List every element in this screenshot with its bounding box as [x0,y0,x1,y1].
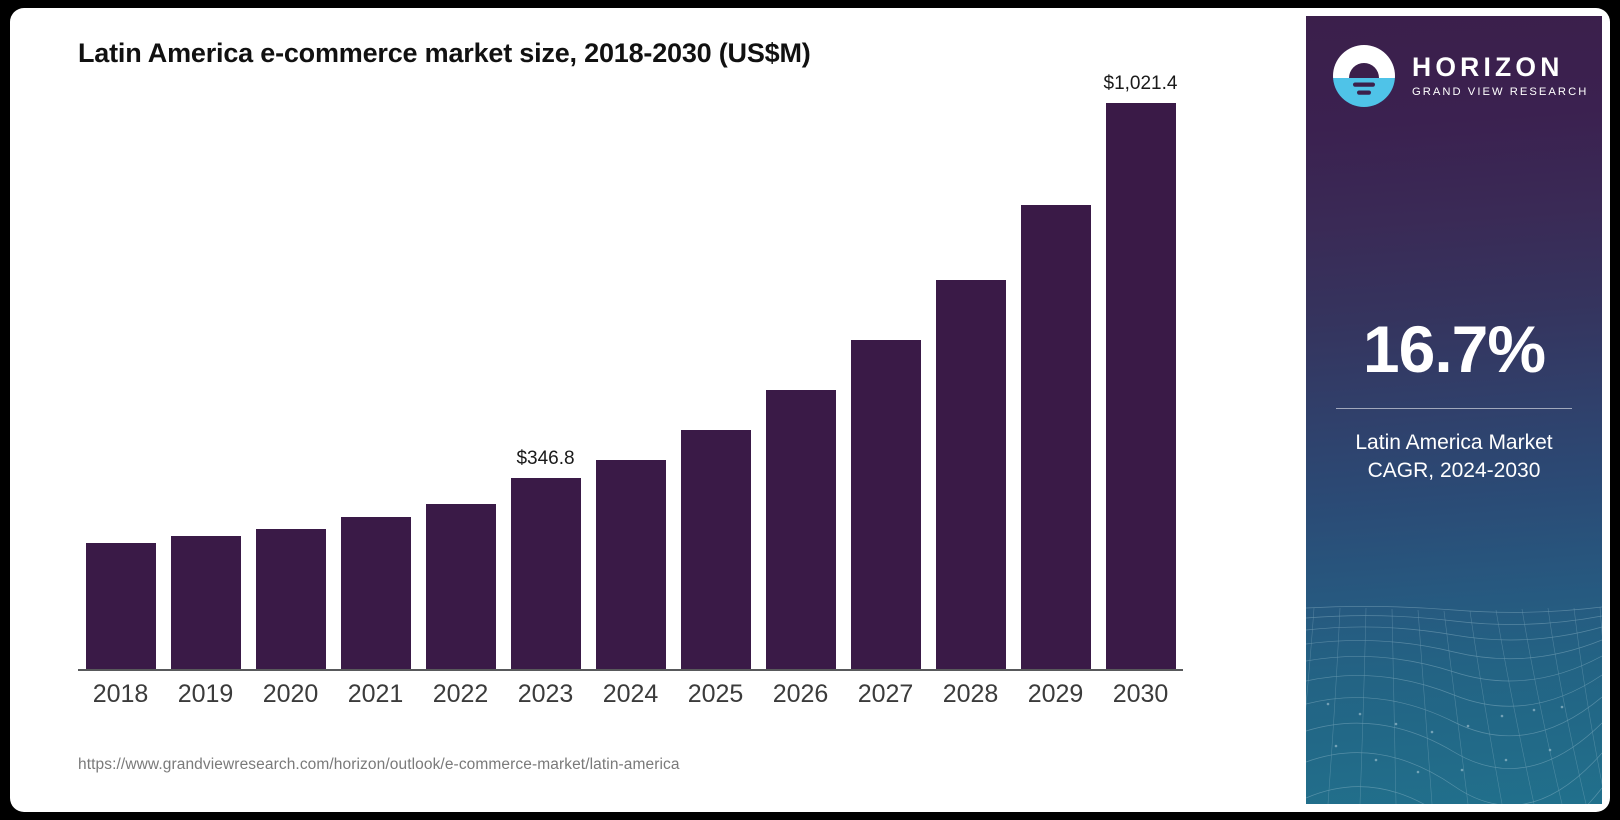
bar-2021[interactable] [340,517,411,670]
bar-slot [588,100,673,670]
wireframe-mesh-decoration [1306,606,1602,804]
bar-slot: $346.8 [503,100,588,670]
bar-slot [78,100,163,670]
x-tick-2020: 2020 [262,680,319,708]
x-tick-2027: 2027 [857,680,914,708]
x-tick-2029: 2029 [1027,680,1084,708]
bar-slot [928,100,1013,670]
bar-2028[interactable] [935,280,1006,670]
x-tick-2030: 2030 [1112,680,1169,708]
bar-value-label: $1,021.4 [1103,73,1178,94]
x-tick-2028: 2028 [942,680,999,708]
horizon-logo: HORIZON GRAND VIEW RESEARCH [1332,44,1588,108]
cagr-caption-line2: CAGR, 2024-2030 [1367,458,1541,482]
chart-region: Latin America e-commerce market size, 20… [10,8,1295,812]
logo-text-lockup: HORIZON GRAND VIEW RESEARCH [1412,52,1589,98]
bar-2029[interactable] [1020,205,1091,670]
logo-wordmark: HORIZON [1412,52,1564,83]
bar-2030[interactable] [1105,103,1176,670]
bar-slot [673,100,758,670]
bar-2022[interactable] [425,504,496,670]
bar-2025[interactable] [680,430,751,670]
x-axis-tick-labels: 2018 2019 2020 2021 2022 2023 2024 2025 2026 2027… [78,680,1183,709]
x-tick-2023: 2023 [517,680,574,708]
bar-2019[interactable] [170,536,241,670]
x-tick-2024: 2024 [602,680,659,708]
chart-card: Latin America e-commerce market size, 20… [10,8,1610,812]
bar-2018[interactable] [85,543,156,670]
x-tick-2022: 2022 [432,680,489,708]
bar-2027[interactable] [850,340,921,670]
bar-slot [758,100,843,670]
bar-2024[interactable] [595,460,666,670]
bar-2020[interactable] [255,529,326,670]
x-tick-2019: 2019 [177,680,234,708]
source-url[interactable]: https://www.grandviewresearch.com/horizo… [78,756,680,773]
bar-slot [843,100,928,670]
cagr-block: 16.7% Latin America Market CAGR, 2024-20… [1306,316,1602,484]
x-tick-2025: 2025 [687,680,744,708]
bar-slot [1013,100,1098,670]
logo-subtitle: GRAND VIEW RESEARCH [1412,85,1589,98]
x-tick-2018: 2018 [92,680,149,708]
bar-slot [333,100,418,670]
horizon-side-panel: HORIZON GRAND VIEW RESEARCH 16.7% Latin … [1306,16,1602,804]
x-tick-2021: 2021 [347,680,404,708]
cagr-value: 16.7% [1362,312,1546,386]
bar-value-label: $346.8 [516,448,575,469]
horizon-sunrise-icon [1333,45,1395,107]
bar-slot [248,100,333,670]
plot-area: $346.8 $1,021.4 [78,73,1183,670]
bar-slot: $1,021.4 [1098,73,1183,670]
bar-2023[interactable] [510,478,581,670]
x-axis-line [78,669,1183,671]
page-title: Latin America e-commerce market size, 20… [78,38,811,68]
bar-slot [163,100,248,670]
x-tick-2026: 2026 [772,680,829,708]
bar-slot [418,100,503,670]
bar-2026[interactable] [765,390,836,670]
cagr-caption-line1: Latin America Market [1355,431,1553,454]
bar-series: $346.8 $1,021.4 [78,73,1183,670]
cagr-divider [1336,408,1572,409]
